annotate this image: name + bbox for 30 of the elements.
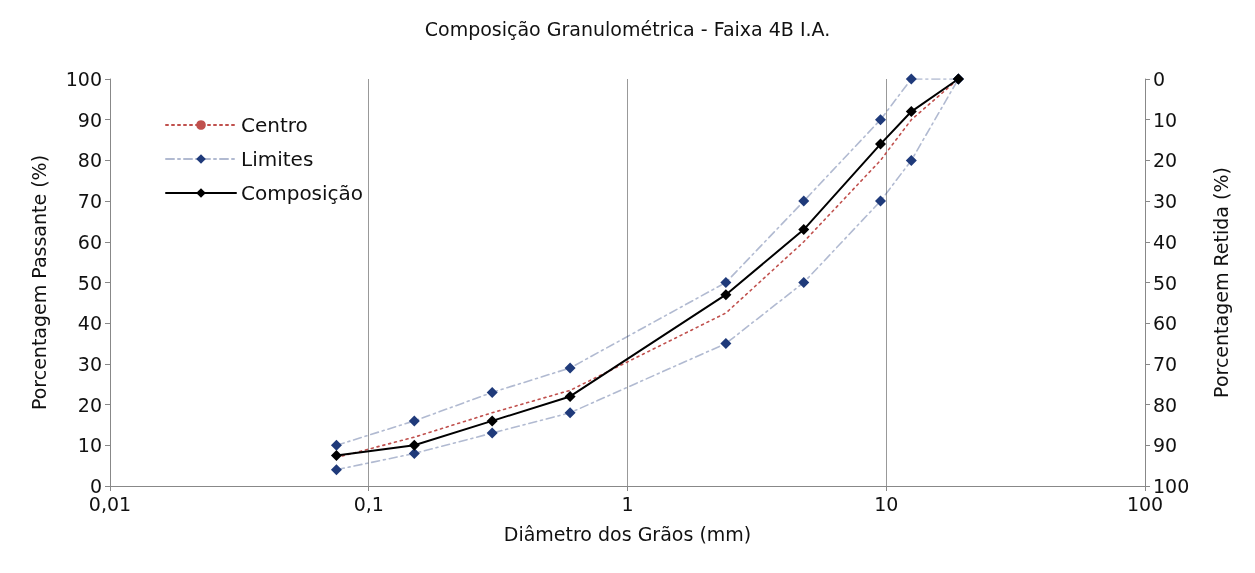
x-tick-label: 0,1 — [353, 492, 384, 515]
y2-tick-label: 0 — [1153, 68, 1166, 90]
y2-axis-title: Porcentagem Retida (%) — [1209, 167, 1232, 398]
y2-tick-label: 90 — [1153, 434, 1178, 457]
y-tick-label: 10 — [77, 434, 102, 457]
legend-label: Centro — [241, 113, 308, 137]
legend-label: Limites — [241, 147, 314, 171]
y2-tick-label: 10 — [1153, 108, 1178, 131]
y-tick-label: 80 — [77, 149, 102, 172]
y-tick-label: 60 — [77, 230, 102, 253]
y2-tick-label: 30 — [1153, 190, 1178, 213]
y-axis-title: Porcentagem Passante (%) — [27, 154, 50, 411]
y2-tick-label: 50 — [1153, 271, 1178, 294]
y-tick-label: 90 — [77, 108, 102, 131]
x-tick-label: 10 — [874, 492, 899, 515]
y-tick-label: 20 — [77, 393, 102, 416]
y2-tick-label: 70 — [1153, 352, 1178, 375]
x-axis-title: Diâmetro dos Grãos (mm) — [503, 522, 752, 545]
y2-tick-label: 80 — [1153, 393, 1178, 416]
legend-label: Composição — [241, 181, 364, 205]
x-tick-label: 1 — [621, 492, 634, 515]
y-tick-label: 30 — [77, 352, 102, 375]
y-tick-label: 100 — [65, 68, 102, 90]
y-tick-label: 50 — [77, 271, 102, 294]
y2-tick-label: 40 — [1153, 230, 1178, 253]
chart-title: Composição Granulométrica - Faixa 4B I.A. — [424, 17, 831, 40]
y2-tick-label: 20 — [1153, 149, 1178, 172]
y-tick-label: 40 — [77, 312, 102, 335]
y-tick-label: 70 — [77, 190, 102, 213]
y2-tick-label: 60 — [1153, 312, 1178, 335]
